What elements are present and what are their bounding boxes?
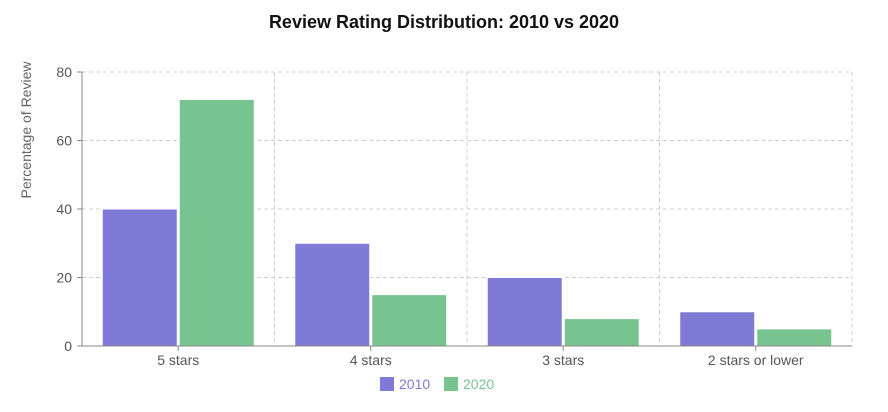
bar-2020-1[interactable] (371, 294, 448, 347)
tick-labels: 0 20 40 60 80 5 stars 4 stars 3 stars 2 stars or… (56, 64, 804, 368)
legend-label: 2010 (399, 376, 430, 392)
bar-2010-3[interactable] (679, 311, 756, 347)
bar-2010-1[interactable] (294, 242, 371, 347)
bar-2020-2[interactable] (563, 318, 640, 347)
y-tick-label: 60 (56, 133, 72, 149)
bar-2020-3[interactable] (756, 328, 833, 347)
bar-2010-2[interactable] (486, 277, 563, 347)
x-tick-label: 5 stars (157, 352, 199, 368)
x-tick-label: 3 stars (542, 352, 584, 368)
y-tick-label: 80 (56, 64, 72, 80)
legend-label: 2020 (463, 376, 494, 392)
legend-swatch (380, 377, 394, 391)
x-tick-label: 2 stars or lower (708, 352, 804, 368)
bars-group (101, 98, 833, 347)
legend[interactable]: 2010 2020 (380, 376, 494, 392)
y-tick-label: 40 (56, 201, 72, 217)
chart-title: Review Rating Distribution: 2010 vs 2020 (269, 12, 619, 32)
bar-2020-0[interactable] (178, 98, 255, 347)
legend-item-2020[interactable]: 2020 (444, 376, 494, 392)
y-axis-label: Percentage of Review (18, 61, 34, 199)
axes (77, 71, 852, 351)
y-tick-label: 0 (64, 338, 72, 354)
x-tick-label: 4 stars (350, 352, 392, 368)
y-tick-label: 20 (56, 270, 72, 286)
legend-swatch (444, 377, 458, 391)
bar-2010-0[interactable] (101, 208, 178, 347)
legend-item-2010[interactable]: 2010 (380, 376, 430, 392)
